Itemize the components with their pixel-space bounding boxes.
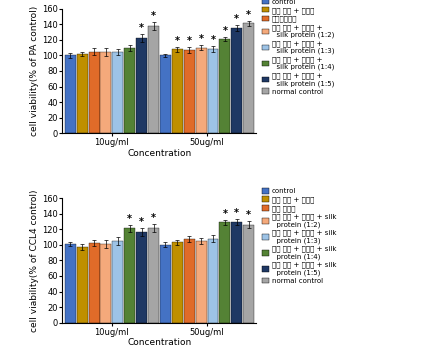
Bar: [219, 222, 230, 323]
Bar: [100, 52, 111, 133]
Bar: [89, 51, 99, 133]
Bar: [124, 48, 135, 133]
Text: *: *: [150, 11, 156, 21]
Bar: [77, 247, 87, 323]
Bar: [231, 222, 242, 323]
Text: *: *: [175, 36, 179, 46]
Text: *: *: [186, 36, 191, 46]
Text: *: *: [210, 35, 215, 45]
Bar: [136, 38, 147, 133]
Bar: [195, 48, 206, 133]
X-axis label: Concentration: Concentration: [127, 149, 191, 158]
Bar: [112, 52, 123, 133]
Text: *: *: [234, 208, 239, 218]
Bar: [172, 49, 182, 133]
Bar: [243, 225, 254, 323]
Y-axis label: cell viability(% of CCL4 control): cell viability(% of CCL4 control): [30, 189, 39, 332]
Bar: [148, 228, 159, 323]
Bar: [160, 56, 170, 133]
Bar: [160, 245, 170, 323]
Bar: [77, 54, 87, 133]
Bar: [183, 50, 194, 133]
Bar: [89, 243, 99, 323]
Bar: [100, 244, 111, 323]
Text: *: *: [222, 209, 227, 219]
Legend: control, 대성 열수 + 구연산, 실크 단백질, 대성 열수 + 구연산 + silk
  protein (1:2), 대성 열수 + 구연산 + : control, 대성 열수 + 구연산, 실크 단백질, 대성 열수 + 구연…: [261, 188, 335, 284]
Bar: [136, 232, 147, 323]
Text: *: *: [246, 210, 251, 220]
X-axis label: Concentration: Concentration: [127, 338, 191, 347]
Bar: [195, 241, 206, 323]
Y-axis label: cell viability(% of PA control): cell viability(% of PA control): [30, 6, 39, 136]
Text: *: *: [127, 214, 132, 224]
Bar: [64, 244, 76, 323]
Bar: [172, 243, 182, 323]
Text: *: *: [246, 10, 251, 20]
Bar: [219, 39, 230, 133]
Bar: [207, 49, 218, 133]
Text: *: *: [150, 213, 156, 223]
Bar: [183, 239, 194, 323]
Bar: [112, 241, 123, 323]
Bar: [243, 24, 254, 133]
Bar: [64, 56, 76, 133]
Text: *: *: [139, 217, 144, 227]
Bar: [124, 228, 135, 323]
Bar: [207, 239, 218, 323]
Text: *: *: [139, 23, 144, 33]
Legend: control, 대성 열수 + 구연산, 실크아미노산, 대성 열수 + 구연산 +
  silk protein (1:2), 대성 열수 + 구연산 +
: control, 대성 열수 + 구연산, 실크아미노산, 대성 열수 + 구연…: [261, 0, 333, 95]
Bar: [148, 26, 159, 133]
Text: *: *: [198, 34, 203, 44]
Text: *: *: [234, 14, 239, 24]
Text: *: *: [222, 26, 227, 35]
Bar: [231, 28, 242, 133]
